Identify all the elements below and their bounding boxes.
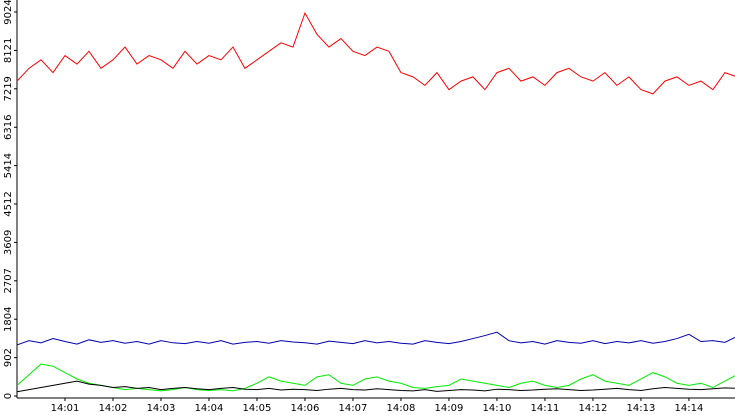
x-tick-label: 14:11 bbox=[531, 403, 560, 414]
x-tick-label: 14:12 bbox=[579, 403, 608, 414]
y-tick-label: 0 bbox=[3, 393, 14, 399]
x-tick-label: 14:02 bbox=[99, 403, 128, 414]
y-tick-label: 5414 bbox=[3, 153, 14, 178]
x-tick-label: 14:06 bbox=[291, 403, 320, 414]
y-tick-label: 2707 bbox=[3, 268, 14, 293]
y-tick-label: 1804 bbox=[3, 307, 14, 332]
y-tick-label: 6316 bbox=[3, 115, 14, 140]
x-tick-label: 14:03 bbox=[147, 403, 176, 414]
y-tick-label: 7219 bbox=[3, 76, 14, 101]
x-tick-label: 14:09 bbox=[435, 403, 464, 414]
x-tick-label: 14:08 bbox=[387, 403, 416, 414]
x-tick-label: 14:01 bbox=[51, 403, 80, 414]
x-tick-label: 14:04 bbox=[195, 403, 224, 414]
y-tick-label: 8121 bbox=[3, 38, 14, 63]
x-tick-label: 14:14 bbox=[675, 403, 704, 414]
y-tick-label: 4512 bbox=[3, 191, 14, 216]
x-tick-label: 14:07 bbox=[339, 403, 368, 414]
series-line bbox=[16, 380, 735, 393]
y-tick-label: 902 bbox=[3, 348, 14, 367]
y-tick-label: 3609 bbox=[3, 230, 14, 255]
series-line bbox=[16, 331, 735, 346]
x-tick-label: 14:10 bbox=[483, 403, 512, 414]
series-line bbox=[16, 11, 735, 95]
x-tick-label: 14:13 bbox=[627, 403, 656, 414]
y-tick-label: 9024 bbox=[3, 0, 14, 25]
x-tick-label: 14:05 bbox=[243, 403, 272, 414]
